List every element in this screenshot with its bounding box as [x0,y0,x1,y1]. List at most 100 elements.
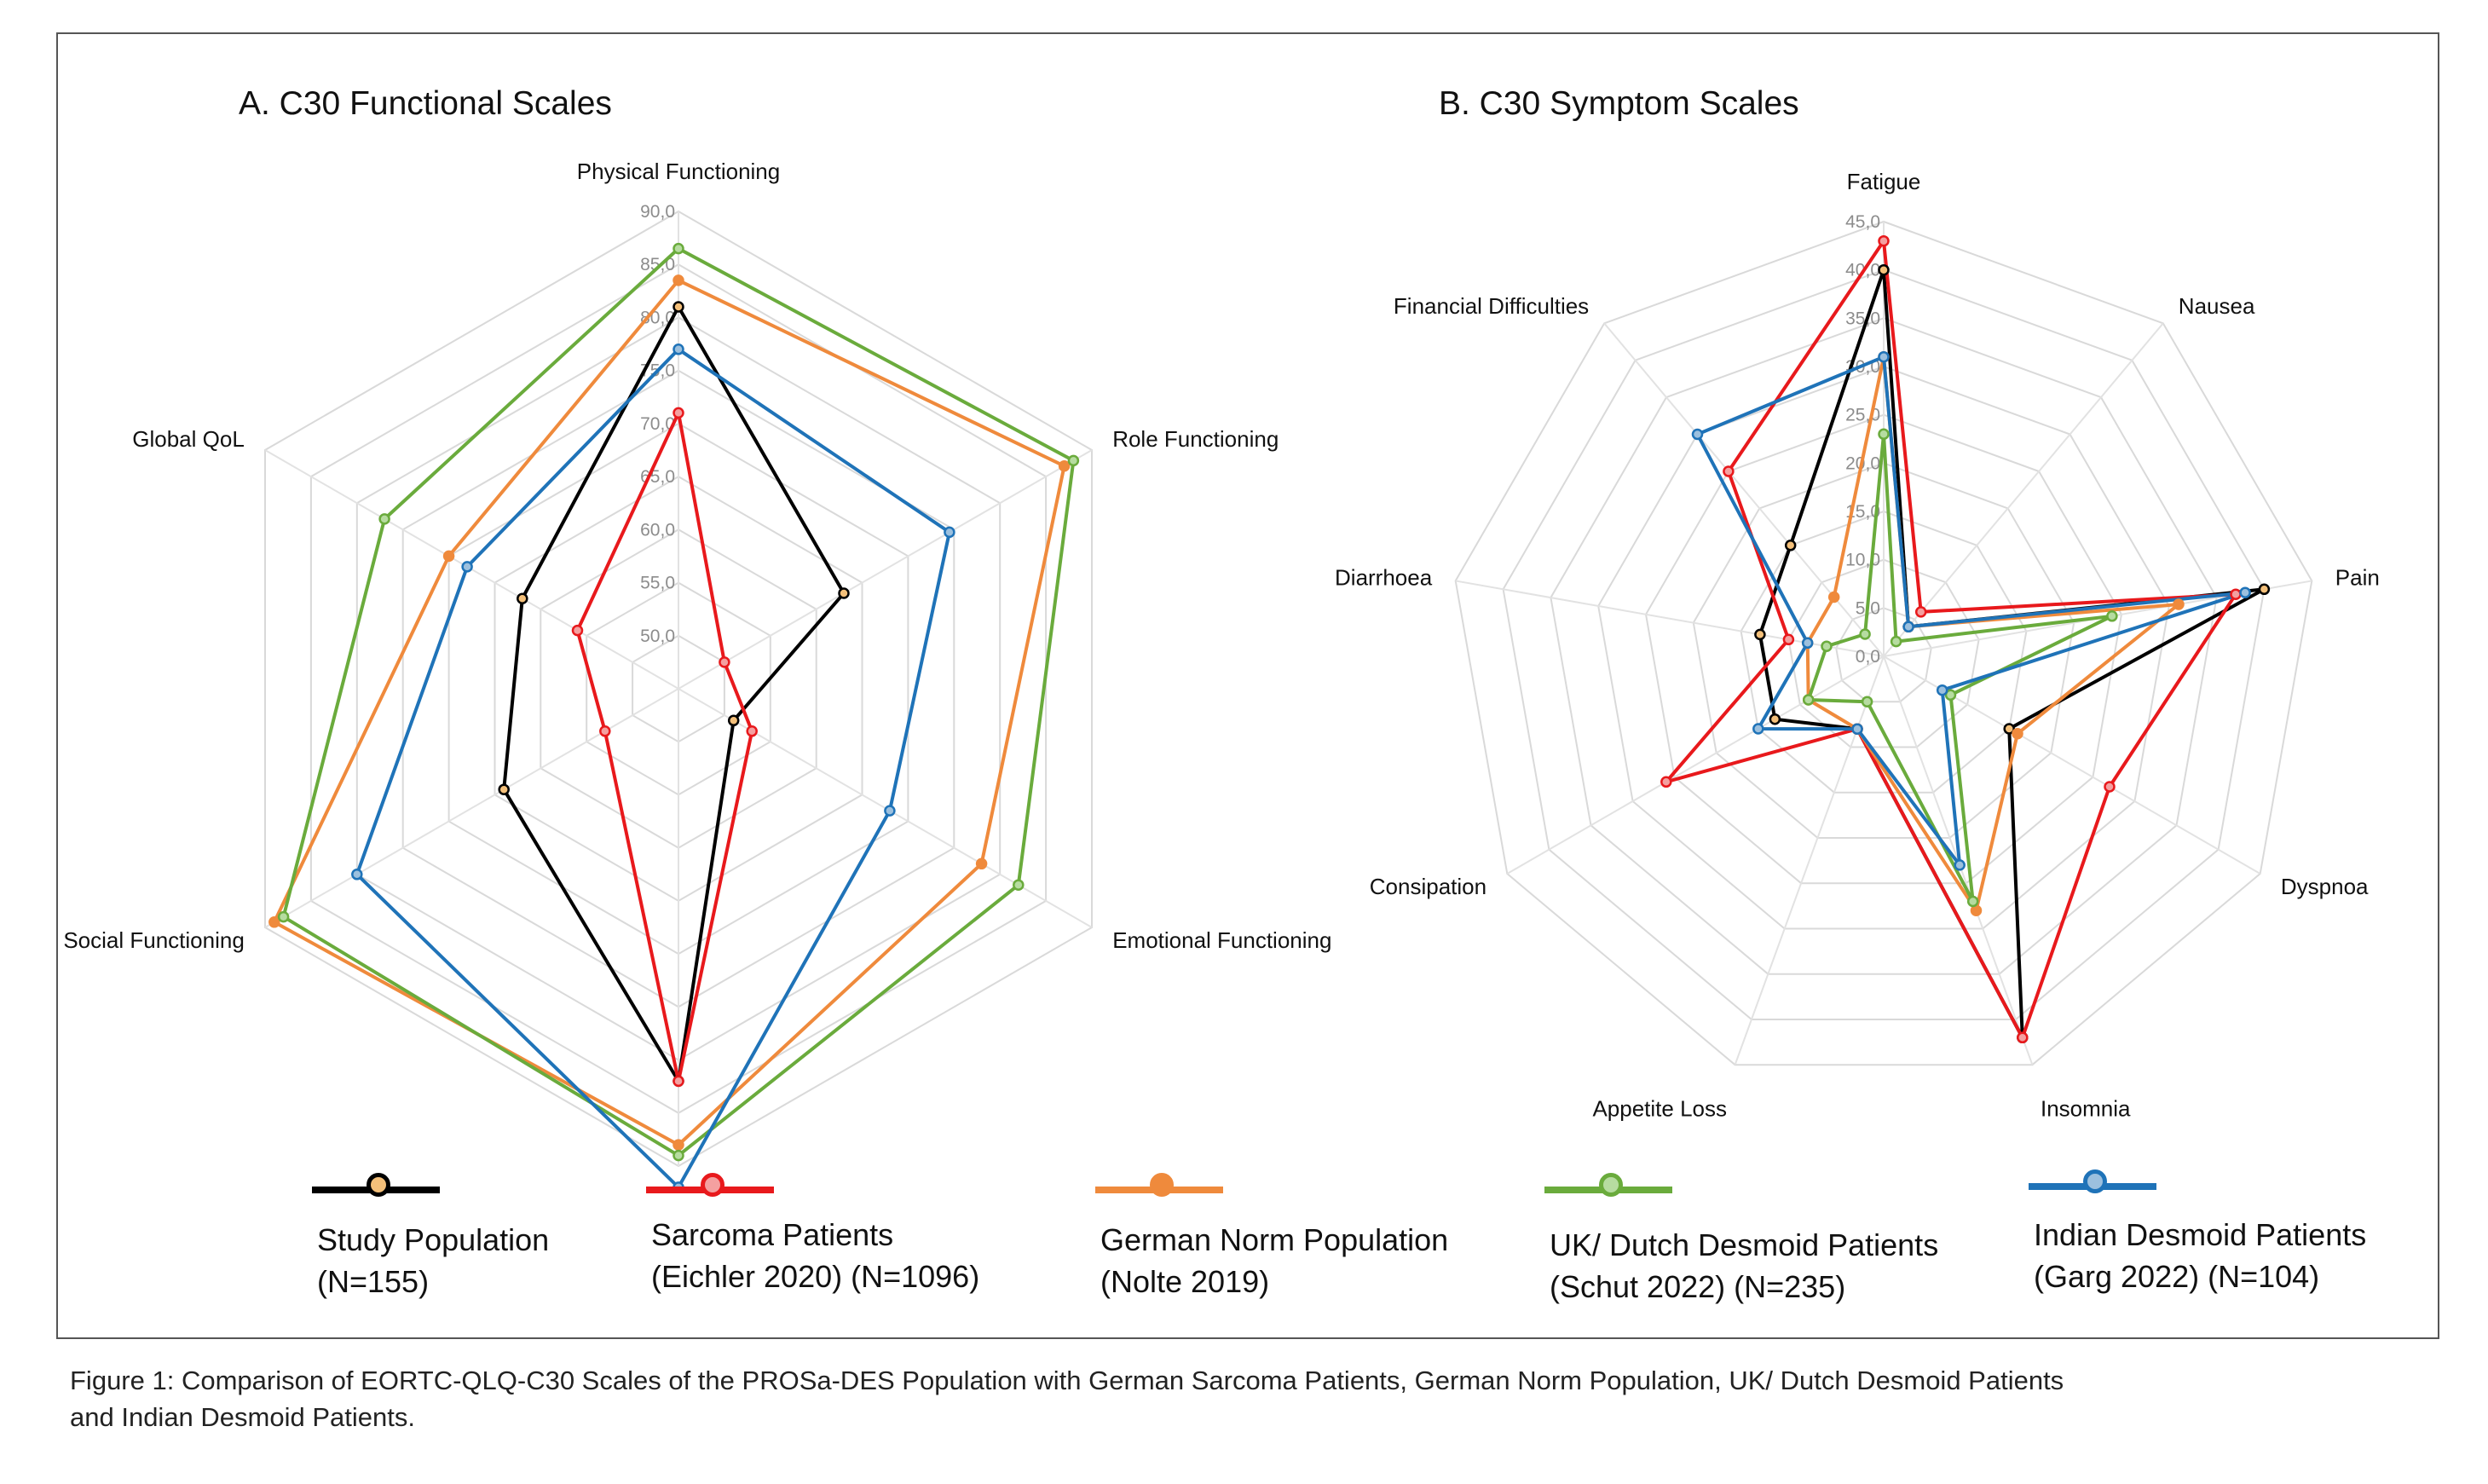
axis-label-physical-functioning: Physical Functioning [577,159,780,184]
data-point [1851,723,1863,735]
data-point [498,783,510,795]
grid-ring [1644,413,2123,885]
tick-label: 45,0 [1845,212,1880,232]
data-point [277,910,290,923]
data-point [442,550,455,563]
series-line-uk-dutch-desmoid-patients [1806,432,2114,904]
data-point [1067,454,1080,467]
data-point [1752,723,1764,735]
data-point [1769,713,1781,725]
figure-caption: Figure 1: Comparison of EORTC-QLQ-C30 Sc… [70,1362,2371,1435]
axis-label-nausea: Nausea [2179,293,2255,319]
data-point [673,1139,684,1151]
data-point [1878,350,1890,363]
legend-label: UK/ Dutch Desmoid Patients (Schut 2022) (… [1550,1227,1939,1304]
tick-label: 25,0 [1845,406,1880,425]
data-point [838,587,850,599]
data-point [2012,727,2023,740]
grid-ring [1692,462,2075,839]
legend-label: Sarcoma Patients (Eichler 2020) (N=1096) [651,1217,980,1294]
grid-spoke [1455,580,1885,657]
data-point [1966,895,1979,908]
axis-label-fatigue: Fatigue [1847,169,1921,194]
data-point [2017,1031,2029,1044]
caption-line-1: Figure 1: Comparison of EORTC-QLQ-C30 Sc… [70,1366,2064,1395]
grid-ring [1835,607,1932,703]
radar-chart-functional: 50,055,060,065,070,075,080,085,090,0Phys… [63,159,1331,1193]
data-point [1954,859,1966,871]
legend-label: Indian Desmoid Patients (Garg 2022) (N=10… [2034,1217,2367,1294]
axis-label-financial-difficulties: Financial Difficulties [1394,293,1589,319]
data-point [1827,591,1840,603]
legend-label: German Norm Population (Nolte 2019) [1100,1222,1449,1299]
data-point [673,242,684,255]
series-line-sarcoma-patients [1664,239,2237,1040]
legend-marker [1599,1173,1623,1197]
data-point [378,513,390,525]
data-point [1878,428,1890,441]
data-point [673,274,684,286]
data-point [1801,637,1814,650]
grid-ring [1550,317,2218,975]
data-point [1970,904,1983,916]
grid-spoke [1506,655,1885,875]
data-point [599,725,611,737]
data-point [673,301,684,313]
grid-ring [1454,220,2313,1066]
tick-label: 35,0 [1845,309,1880,328]
axis-label-dyspnoa: Dyspnoa [2281,874,2369,899]
data-point [2258,583,2271,596]
axis-label-appetite-loss: Appetite Loss [1592,1096,1727,1122]
tick-label: 65,0 [640,467,675,487]
legend-marker [367,1173,390,1197]
data-point [1821,640,1833,652]
data-point [1878,263,1890,276]
data-point [1859,628,1871,640]
data-point [2003,723,2015,735]
series-line-german-norm-population [272,278,1066,1147]
data-point [673,407,684,419]
axis-label-pain: Pain [2335,565,2380,591]
data-point [2104,781,2116,793]
data-point [1861,696,1873,707]
data-point [673,1075,684,1088]
tick-label: 80,0 [640,308,675,327]
axis-label-global-qol: Global QoL [132,426,245,452]
axis-label-social-functioning: Social Functioning [63,927,244,953]
tick-label: 10,0 [1845,551,1880,570]
axis-label-emotional-functioning: Emotional Functioning [1112,927,1331,953]
grid-spoke [1883,322,2164,657]
data-point [673,344,684,355]
data-point [884,805,896,817]
data-point [727,714,740,727]
caption-line-2: and Indian Desmoid Patients. [70,1402,415,1432]
data-point [1660,776,1672,788]
data-point [1784,540,1797,551]
data-point [1723,465,1735,477]
data-point [975,857,988,870]
radar-chart-symptom: 0,05,010,015,020,025,030,035,040,045,0Fa… [1335,169,2380,1122]
data-point [1936,684,1948,696]
data-point [1754,628,1766,641]
legend-label: Study Population (N=155) [317,1222,550,1299]
axis-label-insomnia: Insomnia [2041,1096,2131,1122]
series-line-german-norm-population [1805,355,2180,913]
grid-ring [1502,269,2266,1020]
data-point [1914,606,1927,618]
legend-marker [1150,1173,1174,1197]
data-point [1890,635,1902,648]
radar-charts: A. C30 Functional Scales B. C30 Symptom … [63,85,2380,1193]
tick-label: 0,0 [1856,647,1880,667]
data-point [2106,610,2118,622]
data-point [719,656,730,668]
data-point [2230,588,2242,600]
data-point [1013,879,1025,891]
axis-label-consipation: Consipation [1370,874,1486,899]
data-point [2173,598,2185,610]
data-point [1802,694,1815,706]
figure-frame [56,32,2439,1339]
data-point [1058,459,1071,472]
tick-label: 90,0 [640,202,675,222]
tick-label: 55,0 [640,574,675,593]
data-point [1878,234,1890,247]
